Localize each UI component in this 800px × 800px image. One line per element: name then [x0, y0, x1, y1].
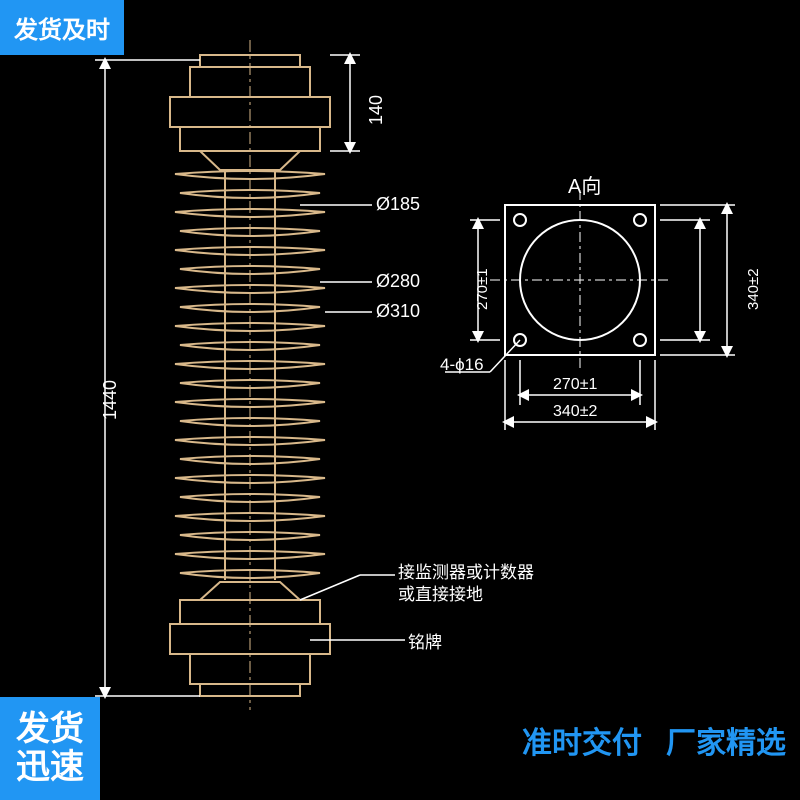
label-140: 140: [366, 95, 387, 125]
label-d310: Ø310: [376, 301, 420, 322]
drawing-canvas: 1440 140 Ø185 Ø280 Ø310 接监测器或计数器 或直接接地 铭…: [0, 0, 800, 800]
dim-140: [330, 55, 360, 151]
label-340v-right: 340±2: [745, 268, 762, 310]
plan-dims-right: [660, 205, 735, 355]
badge-br-a: 准时交付: [522, 718, 642, 762]
label-nameplate: 铭牌: [408, 628, 442, 653]
badge-bl-line2: 迅速: [16, 749, 84, 786]
label-4phi16: 4-ϕ16: [440, 355, 484, 375]
badge-top-left: 发货及时: [0, 0, 124, 55]
badge-bottom-left: 发货 迅速: [0, 697, 100, 800]
label-340b: 340±2: [553, 403, 597, 421]
label-d185: Ø185: [376, 194, 420, 215]
leader-monitor: [300, 575, 395, 600]
label-a-view: A向: [568, 170, 601, 199]
label-270v-left: 270±1: [474, 268, 491, 310]
badge-bottom-right: 准时交付 厂家精选: [522, 718, 786, 762]
insulator-elevation: [170, 40, 330, 710]
badge-br-b: 厂家精选: [666, 718, 786, 762]
label-d280: Ø280: [376, 271, 420, 292]
label-1440: 1440: [100, 380, 121, 420]
label-270b: 270±1: [553, 376, 597, 394]
badge-bl-line1: 发货: [16, 711, 84, 748]
label-ground: 或直接接地: [398, 580, 483, 605]
